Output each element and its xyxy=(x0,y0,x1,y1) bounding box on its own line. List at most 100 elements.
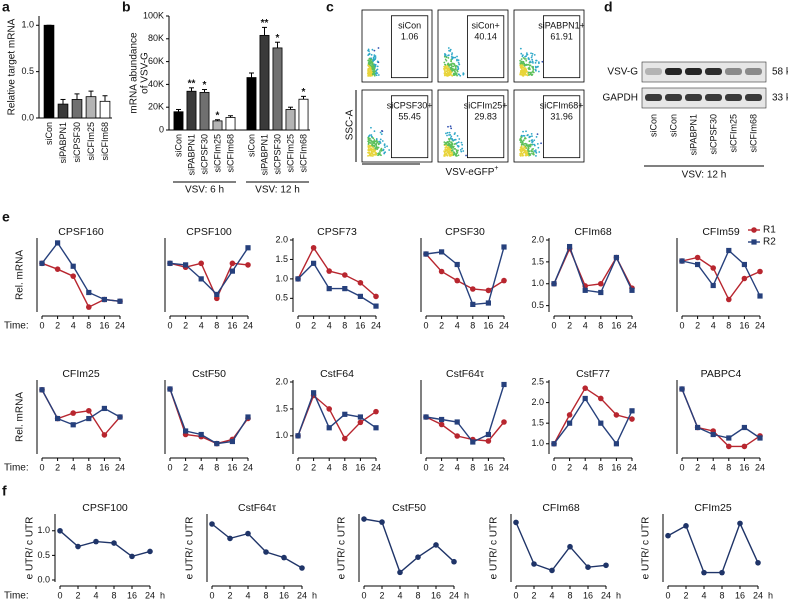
event-dot xyxy=(448,69,451,72)
event-dot xyxy=(368,134,371,137)
x-tick-label: 2 xyxy=(567,320,572,330)
event-dot xyxy=(377,74,380,76)
event-dot xyxy=(522,71,525,74)
event-dot xyxy=(383,144,386,147)
event-dot xyxy=(444,63,447,66)
marker xyxy=(198,431,204,438)
event-dot xyxy=(461,147,464,150)
bar xyxy=(212,120,223,131)
y-axis-label: SSC-A xyxy=(345,109,356,140)
event-dot xyxy=(369,149,371,152)
x-tick-label: 0 xyxy=(361,590,366,600)
event-dot xyxy=(449,73,452,75)
event-dot xyxy=(449,63,452,66)
panel-title: PABPC4 xyxy=(701,368,742,380)
x-tick-label: 16 xyxy=(611,320,621,330)
bar xyxy=(173,111,184,131)
event-dot xyxy=(367,64,370,67)
time-label: Time: xyxy=(4,463,29,474)
time-unit: h xyxy=(616,590,621,600)
event-dot xyxy=(522,130,524,133)
x-tick-label: 24 xyxy=(449,590,459,600)
series-line xyxy=(425,384,505,443)
event-dot xyxy=(370,57,373,60)
bar xyxy=(246,77,257,131)
event-dot xyxy=(530,132,533,135)
marker xyxy=(551,441,557,447)
marker xyxy=(310,244,317,251)
x-tick-label: 2 xyxy=(439,320,444,330)
event-dot xyxy=(455,73,458,76)
marker xyxy=(245,262,251,268)
y-tick-label: 1.5 xyxy=(531,418,544,428)
y-tick-label: 0.0 xyxy=(21,112,34,122)
event-dot xyxy=(521,55,524,58)
marker xyxy=(582,385,588,391)
marker xyxy=(755,559,761,566)
marker xyxy=(295,433,301,439)
event-dot xyxy=(525,152,528,155)
x-tick-label: 0 xyxy=(423,320,428,330)
marker xyxy=(710,265,716,271)
series-line xyxy=(681,388,761,439)
event-dot xyxy=(377,142,380,145)
x-tick-label: 0 xyxy=(513,590,518,600)
marker xyxy=(501,244,507,250)
event-dot xyxy=(371,144,374,146)
event-dot xyxy=(443,143,446,146)
marker xyxy=(439,416,445,423)
event-dot xyxy=(519,72,522,74)
time-unit: h xyxy=(160,590,165,600)
event-dot xyxy=(444,58,447,61)
event-dot xyxy=(532,68,535,71)
lane-label: siCPSF30 xyxy=(708,114,718,155)
event-dot xyxy=(367,71,370,73)
x-tick-label: 4 xyxy=(583,320,588,330)
marker xyxy=(485,431,491,438)
event-dot xyxy=(533,150,536,152)
event-dot xyxy=(457,145,460,148)
bar xyxy=(43,24,55,119)
marker xyxy=(470,286,476,292)
x-tick-label: siPABPN1 xyxy=(186,134,196,175)
marker xyxy=(695,424,701,431)
event-dot xyxy=(529,72,532,75)
event-dot xyxy=(455,155,458,157)
marker xyxy=(167,386,173,392)
y-axis-label: e UTR/ c UTR xyxy=(25,517,36,580)
event-dot xyxy=(370,134,373,136)
marker xyxy=(342,411,348,417)
panel-title: CPSF30 xyxy=(445,226,485,238)
gate-percent: 29.83 xyxy=(474,111,497,121)
bar xyxy=(186,90,197,131)
marker xyxy=(299,565,305,571)
event-dot xyxy=(520,73,523,76)
event-dot xyxy=(367,143,370,145)
y-tick-label: 0.5 xyxy=(21,66,34,76)
event-dot xyxy=(381,140,384,142)
marker xyxy=(342,272,348,278)
x-tick-label: 8 xyxy=(726,462,731,472)
event-dot xyxy=(523,149,526,152)
y-tick-label: 1.0 xyxy=(531,438,544,448)
event-dot xyxy=(384,151,387,154)
event-dot xyxy=(520,58,523,61)
marker xyxy=(75,543,81,550)
event-dot xyxy=(374,55,377,58)
x-tick-label: 16 xyxy=(227,320,237,330)
y-axis-label: Rel. mRNA xyxy=(15,250,26,300)
panel-label: b xyxy=(122,0,131,15)
event-dot xyxy=(367,48,370,51)
blot-row-label: GAPDH xyxy=(602,93,638,104)
marker xyxy=(311,260,317,266)
event-dot xyxy=(379,152,381,154)
lane-label: siCFIm25 xyxy=(728,114,738,153)
event-dot xyxy=(532,153,535,156)
event-dot xyxy=(372,141,375,144)
event-dot xyxy=(453,70,456,73)
event-dot xyxy=(447,64,450,67)
legend-marker xyxy=(751,239,757,245)
event-dot xyxy=(446,67,449,70)
event-dot xyxy=(530,149,533,152)
